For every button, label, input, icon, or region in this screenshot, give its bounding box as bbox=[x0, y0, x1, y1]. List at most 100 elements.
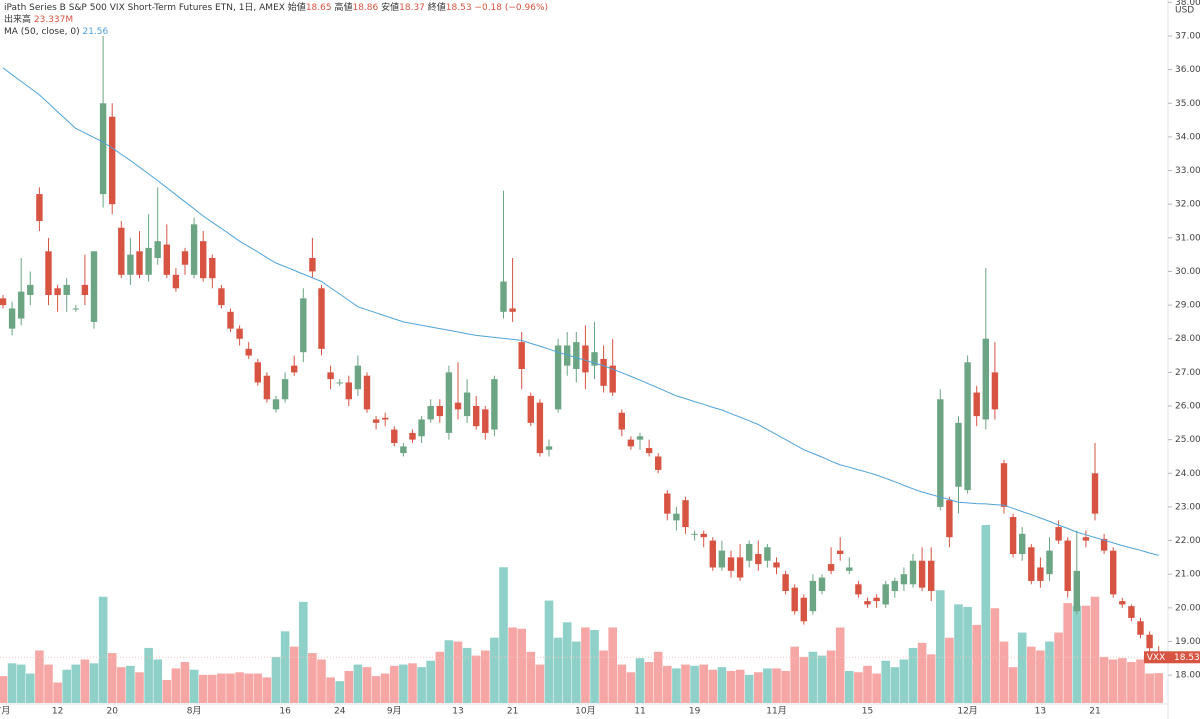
volume-bar bbox=[417, 667, 426, 703]
candle-body bbox=[1128, 606, 1135, 618]
y-tick-label: 25.00 bbox=[1175, 435, 1200, 445]
candle-body bbox=[500, 281, 507, 312]
candle-body bbox=[363, 375, 371, 410]
open-label: 始値 bbox=[287, 3, 306, 13]
candle-body bbox=[1019, 533, 1026, 555]
candle-body bbox=[1110, 550, 1117, 595]
candle-body bbox=[755, 554, 762, 565]
volume-bar bbox=[1008, 667, 1018, 703]
volume-bar bbox=[981, 525, 991, 703]
candle-body bbox=[1146, 634, 1153, 649]
candle-body bbox=[809, 580, 817, 612]
candle-body bbox=[254, 362, 261, 383]
volume-bar bbox=[1145, 673, 1154, 703]
volume-bar bbox=[244, 673, 253, 703]
volume-bar bbox=[1136, 659, 1145, 703]
volume-bar bbox=[881, 660, 890, 703]
volume-bar bbox=[672, 668, 681, 703]
low-label: 安値 bbox=[381, 3, 400, 13]
candle-body bbox=[309, 258, 316, 272]
candle-body bbox=[1037, 567, 1044, 581]
candle-body bbox=[81, 284, 89, 296]
candle-body bbox=[655, 456, 662, 470]
volume-bar bbox=[16, 664, 26, 703]
candle-body bbox=[636, 436, 644, 440]
candle-body bbox=[327, 372, 334, 380]
high-value: 18.86 bbox=[352, 3, 379, 13]
volume-bar bbox=[499, 567, 508, 703]
volume-bar bbox=[1036, 650, 1045, 703]
candle-body bbox=[245, 348, 252, 356]
candle-body bbox=[1091, 473, 1099, 514]
candle-body bbox=[973, 392, 980, 417]
y-tick-label: 27.00 bbox=[1175, 368, 1200, 378]
volume-bar bbox=[1108, 659, 1118, 703]
candle-body bbox=[236, 328, 243, 339]
volume-bar bbox=[562, 622, 572, 703]
candle-body bbox=[8, 308, 16, 329]
y-tick-label: 18.00 bbox=[1175, 671, 1200, 681]
volume-bar bbox=[71, 664, 81, 703]
volume-bar bbox=[144, 647, 153, 703]
volume-bar bbox=[635, 658, 645, 703]
candle-body bbox=[964, 362, 971, 491]
volume-bar bbox=[526, 651, 536, 703]
volume-bar bbox=[7, 663, 17, 703]
candle-body bbox=[45, 251, 52, 296]
x-tick-label: 13 bbox=[1035, 707, 1046, 717]
symbol-tag: VXX bbox=[1147, 653, 1166, 663]
volume-bar bbox=[1027, 646, 1036, 703]
volume-bar bbox=[171, 668, 181, 703]
y-tick-label: 23.00 bbox=[1175, 502, 1200, 512]
candle-body bbox=[445, 372, 453, 433]
candle-body bbox=[855, 584, 862, 595]
volume-bar bbox=[708, 669, 718, 703]
volume-bar bbox=[508, 627, 517, 703]
volume-bar bbox=[1054, 632, 1063, 703]
volume-bar bbox=[308, 653, 317, 703]
candle-body bbox=[800, 597, 807, 622]
candle-body bbox=[263, 375, 271, 400]
volume-bar bbox=[317, 659, 326, 703]
candle-body bbox=[209, 258, 216, 279]
volume-bar bbox=[990, 608, 1000, 703]
candle-body bbox=[900, 574, 908, 585]
y-tick-label: 26.00 bbox=[1175, 402, 1200, 412]
volume-label: 出来高 bbox=[4, 15, 32, 25]
volume-bar bbox=[744, 674, 754, 703]
candle-body bbox=[709, 540, 716, 568]
candle-body bbox=[227, 311, 234, 329]
volume-line: 出来高 23.337M bbox=[4, 14, 548, 26]
volume-bar bbox=[817, 655, 827, 703]
candle-body bbox=[491, 379, 498, 430]
volume-bar bbox=[271, 656, 281, 703]
candle-body bbox=[736, 557, 744, 578]
y-tick-label: 22.00 bbox=[1175, 536, 1200, 546]
volume-bar bbox=[444, 640, 454, 703]
x-tick-label: 15 bbox=[862, 707, 873, 717]
ma-line: MA (50, close, 0) 21.56 bbox=[4, 26, 548, 38]
volume-bar bbox=[653, 651, 663, 703]
volume-bar bbox=[599, 650, 608, 703]
volume-bar bbox=[44, 664, 53, 703]
candle-body bbox=[837, 550, 844, 555]
volume-bar bbox=[490, 637, 499, 703]
title: iPath Series B S&P 500 VIX Short-Term Fu… bbox=[4, 3, 285, 13]
candle-body bbox=[181, 251, 189, 265]
candle-body bbox=[291, 365, 298, 373]
candle-body bbox=[272, 399, 280, 410]
volume-bar bbox=[808, 651, 818, 703]
candle-body bbox=[127, 254, 134, 275]
volume-bar bbox=[0, 676, 8, 703]
volume-bar bbox=[399, 664, 408, 703]
volume-bar bbox=[189, 669, 199, 703]
open-value: 18.65 bbox=[305, 3, 332, 13]
x-tick-label: 7月 bbox=[0, 706, 10, 717]
volume-bar bbox=[462, 647, 472, 703]
volume-bar bbox=[198, 674, 208, 703]
ma-value: 21.56 bbox=[82, 27, 109, 37]
change: −0.18 (−0.96%) bbox=[474, 3, 549, 13]
ma-line bbox=[2, 67, 1159, 556]
volume-bar bbox=[1099, 656, 1109, 703]
